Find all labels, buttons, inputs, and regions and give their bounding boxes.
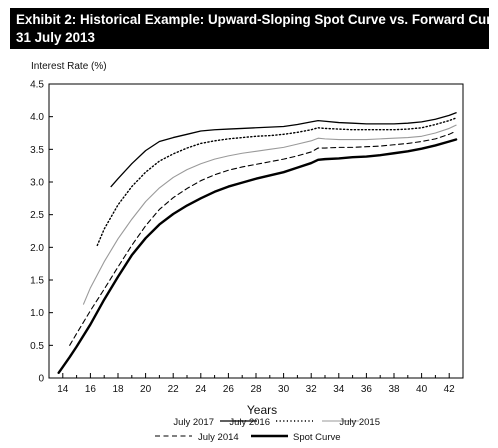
y-tick-label: 2.5 — [30, 210, 44, 221]
y-tick-label: 1.0 — [30, 308, 44, 319]
series-line-spot-curve — [57, 138, 458, 374]
x-tick-label: 28 — [250, 384, 262, 395]
x-tick-label: 42 — [444, 384, 456, 395]
x-tick-label: 40 — [416, 384, 428, 395]
x-tick-label: 26 — [223, 384, 235, 395]
y-tick-label: 1.5 — [30, 276, 44, 287]
x-axis-label: Years — [247, 403, 277, 417]
legend-label: Spot Curve — [293, 432, 341, 443]
y-tick-label: 4.0 — [30, 112, 44, 123]
legend-label: July 2014 — [198, 432, 239, 443]
series-lines — [57, 112, 458, 374]
legend-label: July 2015 — [339, 417, 380, 428]
x-tick-label: 34 — [333, 384, 345, 395]
series-line-july-2014 — [69, 130, 457, 346]
y-axis-ticks: 0 0.5 1.0 1.5 2.0 2.5 3.0 3.5 4.0 4.5 — [30, 80, 53, 385]
exhibit-title-line1: Exhibit 2: Historical Example: Upward-Sl… — [16, 12, 498, 27]
exhibit-title: Exhibit 2: Historical Example: Upward-Sl… — [10, 8, 498, 49]
x-tick-label: 36 — [361, 384, 373, 395]
y-tick-label: 0 — [38, 374, 44, 385]
legend-label: July 2017 — [173, 417, 214, 428]
series-line-july-2017 — [110, 112, 457, 188]
x-tick-label: 38 — [388, 384, 400, 395]
x-tick-label: 14 — [57, 384, 69, 395]
x-tick-label: 16 — [85, 384, 97, 395]
series-line-july-2015 — [82, 124, 457, 305]
exhibit-title-line2: 31 July 2013 — [16, 30, 95, 45]
y-tick-label: 2.0 — [30, 243, 44, 254]
legend: July 2017 July 2016 July 2015 July 2014 Spot… — [155, 417, 380, 443]
x-axis-ticks: 14 16 18 20 22 24 26 28 30 32 34 36 38 40 42 — [57, 373, 455, 395]
x-tick-label: 18 — [112, 384, 124, 395]
y-tick-label: 0.5 — [30, 341, 44, 352]
x-tick-label: 30 — [278, 384, 290, 395]
x-tick-label: 24 — [195, 384, 207, 395]
series-line-july-2016 — [96, 117, 457, 247]
y-tick-label: 4.5 — [30, 80, 44, 91]
x-tick-label: 20 — [140, 384, 152, 395]
x-tick-label: 32 — [306, 384, 318, 395]
y-tick-label: 3.0 — [30, 178, 44, 189]
y-tick-label: 3.5 — [30, 145, 44, 156]
y-axis-label: Interest Rate (%) — [31, 61, 107, 72]
legend-label: July 2016 — [229, 417, 270, 428]
x-tick-label: 22 — [168, 384, 180, 395]
